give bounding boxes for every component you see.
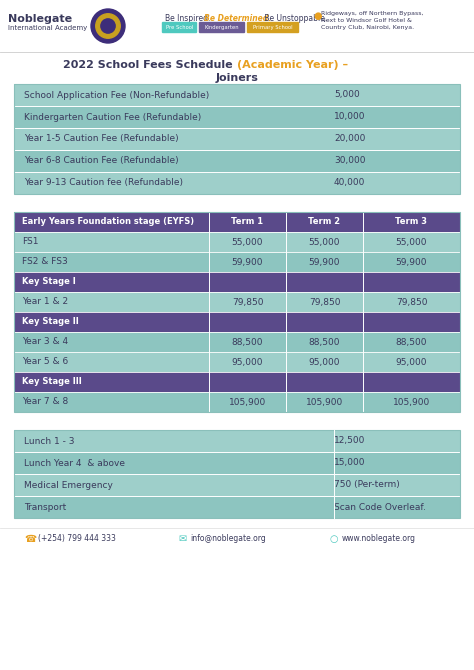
Text: 59,900: 59,900 bbox=[309, 257, 340, 267]
Text: Joiners: Joiners bbox=[216, 73, 258, 83]
Text: 5,000: 5,000 bbox=[334, 90, 360, 100]
Bar bbox=[14, 172, 460, 194]
Bar bbox=[14, 232, 460, 252]
Text: ☎: ☎ bbox=[24, 534, 36, 544]
Bar bbox=[14, 430, 460, 518]
Bar bbox=[14, 452, 460, 474]
Text: ●: ● bbox=[313, 11, 321, 21]
Text: 30,000: 30,000 bbox=[334, 157, 365, 165]
Text: Year 9-13 Caution fee (Refundable): Year 9-13 Caution fee (Refundable) bbox=[24, 178, 183, 188]
Text: 88,500: 88,500 bbox=[309, 338, 340, 346]
Text: 79,850: 79,850 bbox=[309, 297, 340, 306]
Bar bbox=[14, 372, 460, 392]
FancyBboxPatch shape bbox=[162, 22, 197, 34]
Bar bbox=[14, 312, 460, 332]
Text: 105,900: 105,900 bbox=[229, 397, 266, 407]
Text: Year 1 & 2: Year 1 & 2 bbox=[22, 297, 68, 306]
Text: Ridgeways, off Northern Bypass,
Next to Windsor Golf Hotel &
Country Club, Nairo: Ridgeways, off Northern Bypass, Next to … bbox=[321, 11, 423, 30]
Text: FS2 & FS3: FS2 & FS3 bbox=[22, 257, 68, 267]
Text: Year 7 & 8: Year 7 & 8 bbox=[22, 397, 68, 407]
Bar bbox=[14, 212, 460, 232]
Text: Medical Emergency: Medical Emergency bbox=[24, 480, 113, 490]
Text: 2022 School Fees Schedule: 2022 School Fees Schedule bbox=[64, 60, 237, 70]
Bar bbox=[14, 352, 460, 372]
Text: info@noblegate.org: info@noblegate.org bbox=[190, 534, 266, 543]
Bar bbox=[14, 272, 460, 292]
Text: 55,000: 55,000 bbox=[232, 237, 263, 247]
Text: 95,000: 95,000 bbox=[232, 358, 263, 366]
Text: Year 1-5 Caution Fee (Refundable): Year 1-5 Caution Fee (Refundable) bbox=[24, 135, 179, 143]
Text: 12,500: 12,500 bbox=[334, 436, 365, 446]
Bar bbox=[14, 212, 460, 412]
Circle shape bbox=[91, 9, 125, 43]
Bar bbox=[14, 474, 460, 496]
Text: 88,500: 88,500 bbox=[232, 338, 263, 346]
Text: Term 1: Term 1 bbox=[231, 218, 264, 226]
Circle shape bbox=[96, 14, 120, 38]
Text: Key Stage III: Key Stage III bbox=[22, 377, 82, 387]
Text: 59,900: 59,900 bbox=[396, 257, 427, 267]
Text: (Academic Year) –: (Academic Year) – bbox=[237, 60, 348, 70]
Bar bbox=[14, 84, 460, 106]
Text: Noblegate: Noblegate bbox=[8, 14, 72, 24]
Text: 79,850: 79,850 bbox=[396, 297, 427, 306]
Bar bbox=[14, 252, 460, 272]
Text: FS1: FS1 bbox=[22, 237, 38, 247]
Text: 10,000: 10,000 bbox=[334, 113, 365, 121]
Text: 105,900: 105,900 bbox=[393, 397, 430, 407]
FancyBboxPatch shape bbox=[247, 22, 299, 34]
Text: Year 6-8 Caution Fee (Refundable): Year 6-8 Caution Fee (Refundable) bbox=[24, 157, 179, 165]
Bar bbox=[14, 292, 460, 312]
Text: Year 3 & 4: Year 3 & 4 bbox=[22, 338, 68, 346]
Bar bbox=[14, 150, 460, 172]
Text: Key Stage II: Key Stage II bbox=[22, 318, 79, 326]
Text: www.noblegate.org: www.noblegate.org bbox=[342, 534, 416, 543]
Text: Year 5 & 6: Year 5 & 6 bbox=[22, 358, 68, 366]
Text: ○: ○ bbox=[330, 534, 338, 544]
Text: Lunch Year 4  & above: Lunch Year 4 & above bbox=[24, 458, 125, 468]
Circle shape bbox=[101, 19, 115, 33]
Text: 95,000: 95,000 bbox=[396, 358, 427, 366]
Bar bbox=[14, 106, 460, 128]
Text: Kindergarten: Kindergarten bbox=[205, 25, 239, 30]
Text: ✉: ✉ bbox=[178, 534, 186, 544]
Bar bbox=[14, 84, 460, 194]
Text: 15,000: 15,000 bbox=[334, 458, 365, 468]
Text: 88,500: 88,500 bbox=[396, 338, 427, 346]
Bar bbox=[14, 496, 460, 518]
Text: Kindergarten Caution Fee (Refundable): Kindergarten Caution Fee (Refundable) bbox=[24, 113, 201, 121]
Text: Early Years Foundation stage (EYFS): Early Years Foundation stage (EYFS) bbox=[22, 218, 194, 226]
Bar bbox=[14, 392, 460, 412]
Text: 105,900: 105,900 bbox=[306, 397, 343, 407]
Text: 750 (Per-term): 750 (Per-term) bbox=[334, 480, 400, 490]
Text: Be Inspired.: Be Inspired. bbox=[165, 14, 213, 23]
Text: 40,000: 40,000 bbox=[334, 178, 365, 188]
Bar bbox=[14, 128, 460, 150]
Text: (+254) 799 444 333: (+254) 799 444 333 bbox=[38, 534, 116, 543]
Text: 95,000: 95,000 bbox=[309, 358, 340, 366]
FancyBboxPatch shape bbox=[199, 22, 245, 34]
Text: International Academy: International Academy bbox=[8, 25, 87, 31]
Text: Primary School: Primary School bbox=[253, 25, 293, 30]
Text: Be Determined.: Be Determined. bbox=[204, 14, 271, 23]
Text: Term 2: Term 2 bbox=[309, 218, 340, 226]
Text: 59,900: 59,900 bbox=[232, 257, 263, 267]
Text: 20,000: 20,000 bbox=[334, 135, 365, 143]
Text: Key Stage I: Key Stage I bbox=[22, 277, 76, 287]
Text: Term 3: Term 3 bbox=[395, 218, 428, 226]
Text: Lunch 1 - 3: Lunch 1 - 3 bbox=[24, 436, 74, 446]
Text: Scan Code Overleaf.: Scan Code Overleaf. bbox=[334, 502, 426, 511]
Text: Be Unstoppable.: Be Unstoppable. bbox=[262, 14, 327, 23]
Bar bbox=[14, 332, 460, 352]
Text: Pre School: Pre School bbox=[166, 25, 193, 30]
Text: School Application Fee (Non-Refundable): School Application Fee (Non-Refundable) bbox=[24, 90, 209, 100]
Text: 55,000: 55,000 bbox=[396, 237, 427, 247]
Text: Transport: Transport bbox=[24, 502, 66, 511]
Text: 79,850: 79,850 bbox=[232, 297, 263, 306]
Text: 55,000: 55,000 bbox=[309, 237, 340, 247]
Bar bbox=[14, 430, 460, 452]
